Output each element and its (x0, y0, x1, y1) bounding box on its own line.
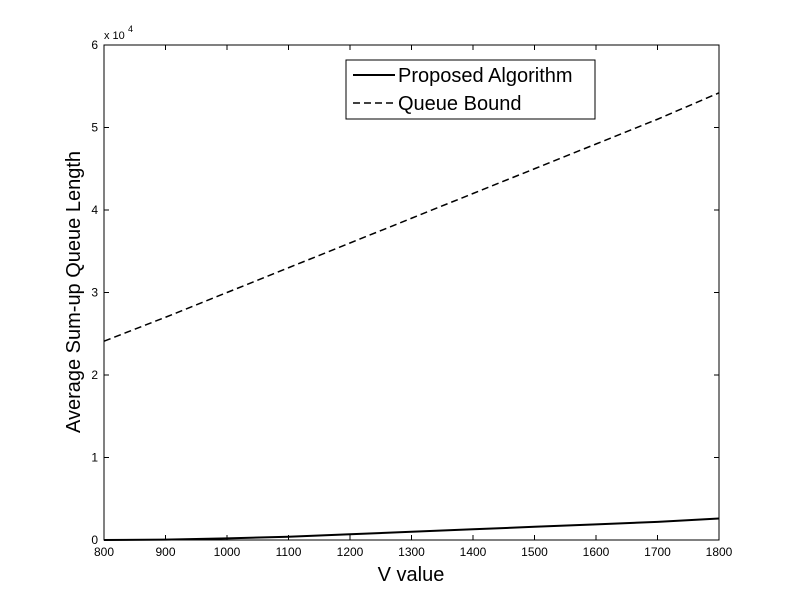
y-tick-label: 5 (91, 121, 98, 135)
y-tick-label: 2 (91, 368, 98, 382)
x-tick-label: 1700 (644, 545, 671, 559)
x-tick-label: 1400 (460, 545, 487, 559)
x-tick-label: 1600 (583, 545, 610, 559)
x-tick-label: 900 (155, 545, 175, 559)
x-tick-label: 800 (94, 545, 114, 559)
x-tick-label: 1000 (214, 545, 241, 559)
legend-label-proposed-algorithm: Proposed Algorithm (398, 65, 573, 87)
y-tick-label: 6 (91, 38, 98, 52)
legend-label-queue-bound: Queue Bound (398, 93, 521, 115)
series-layer (103, 92, 720, 541)
y-exponent-power: 4 (128, 24, 133, 34)
x-tick-label: 1300 (398, 545, 425, 559)
x-tick-label: 1500 (521, 545, 548, 559)
y-exponent-base: x 10 (104, 30, 125, 42)
y-tick-label: 0 (91, 533, 98, 547)
x-tick-label: 1200 (337, 545, 364, 559)
y-tick-label: 3 (91, 286, 98, 300)
legend: Proposed Algorithm Queue Bound (345, 59, 596, 120)
plot-area (104, 45, 719, 540)
y-tick-label: 1 (91, 451, 98, 465)
series-line-queue-bound (103, 92, 720, 342)
legend-box (345, 59, 596, 120)
y-tick-label: 4 (91, 203, 98, 217)
series-line-proposed-algorithm (103, 517, 720, 541)
x-tick-label: 1100 (276, 545, 302, 559)
x-axis-title: V value (378, 564, 445, 586)
ticks-layer: 800 900 1000 1100 1200 1300 1400 1500 1600 1700 18… (91, 38, 732, 559)
y-axis-title: Average Sum-up Queue Length (63, 151, 85, 433)
x-tick-label: 1800 (706, 545, 733, 559)
